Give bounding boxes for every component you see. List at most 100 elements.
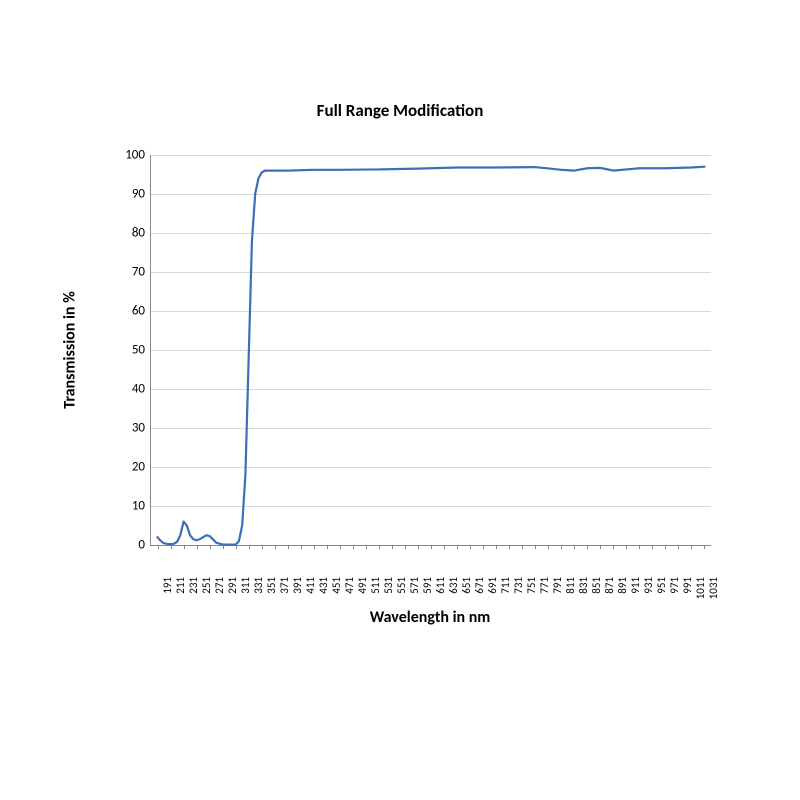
xtick-mark: [158, 545, 159, 549]
xtick-label: 511: [369, 577, 382, 594]
xtick-mark: [522, 545, 523, 549]
xtick-mark: [665, 545, 666, 549]
xtick-mark: [691, 545, 692, 549]
xtick-label: 551: [395, 577, 408, 594]
xtick-mark: [587, 545, 588, 549]
ytick-label: 80: [105, 226, 145, 241]
xtick-label: 231: [187, 577, 200, 594]
xtick-label: 791: [551, 577, 564, 594]
ytick-label: 50: [105, 343, 145, 358]
xtick-label: 351: [265, 577, 278, 594]
xtick-mark: [249, 545, 250, 549]
ytick-label: 60: [105, 304, 145, 319]
xtick-mark: [327, 545, 328, 549]
ytick-label: 40: [105, 382, 145, 397]
ytick-label: 30: [105, 421, 145, 436]
xtick-label: 251: [200, 577, 213, 594]
xtick-label: 311: [239, 577, 252, 594]
xtick-mark: [639, 545, 640, 549]
xtick-label: 531: [382, 577, 395, 594]
ytick-label: 90: [105, 187, 145, 202]
xtick-mark: [392, 545, 393, 549]
xtick-mark: [405, 545, 406, 549]
xtick-mark: [509, 545, 510, 549]
xtick-label: 691: [486, 577, 499, 594]
chart-title: Full Range Modification: [0, 100, 800, 121]
xtick-label: 391: [291, 577, 304, 594]
xtick-label: 191: [161, 577, 174, 594]
xtick-mark: [301, 545, 302, 549]
xtick-label: 271: [213, 577, 226, 594]
xtick-mark: [626, 545, 627, 549]
xtick-mark: [600, 545, 601, 549]
xtick-label: 431: [317, 577, 330, 594]
xtick-mark: [366, 545, 367, 549]
xtick-mark: [171, 545, 172, 549]
xtick-label: 471: [343, 577, 356, 594]
xtick-mark: [470, 545, 471, 549]
xtick-mark: [444, 545, 445, 549]
xtick-label: 371: [278, 577, 291, 594]
xtick-mark: [353, 545, 354, 549]
xtick-mark: [197, 545, 198, 549]
xtick-mark: [275, 545, 276, 549]
xtick-label: 751: [525, 577, 538, 594]
xtick-mark: [340, 545, 341, 549]
ytick-label: 100: [105, 148, 145, 163]
xtick-mark: [678, 545, 679, 549]
xtick-mark: [431, 545, 432, 549]
xtick-mark: [262, 545, 263, 549]
xtick-mark: [288, 545, 289, 549]
xtick-label: 771: [538, 577, 551, 594]
xtick-label: 851: [590, 577, 603, 594]
xtick-label: 331: [252, 577, 265, 594]
ytick-label: 0: [105, 538, 145, 553]
xtick-mark: [548, 545, 549, 549]
xtick-label: 571: [408, 577, 421, 594]
y-axis-label: Transmission in %: [61, 291, 80, 409]
xtick-label: 451: [330, 577, 343, 594]
xtick-label: 831: [577, 577, 590, 594]
plot-area: [150, 155, 711, 546]
xtick-label: 491: [356, 577, 369, 594]
x-axis-label: Wavelength in nm: [150, 608, 710, 627]
xtick-label: 911: [629, 577, 642, 594]
xtick-label: 811: [564, 577, 577, 594]
ytick-label: 20: [105, 460, 145, 475]
xtick-label: 611: [434, 577, 447, 594]
xtick-label: 651: [460, 577, 473, 594]
xtick-mark: [418, 545, 419, 549]
xtick-label: 931: [642, 577, 655, 594]
xtick-mark: [496, 545, 497, 549]
xtick-label: 211: [174, 577, 187, 594]
xtick-label: 731: [512, 577, 525, 594]
xtick-label: 1031: [707, 577, 720, 599]
xtick-label: 711: [499, 577, 512, 594]
xtick-label: 871: [603, 577, 616, 594]
xtick-mark: [210, 545, 211, 549]
xtick-mark: [574, 545, 575, 549]
xtick-mark: [379, 545, 380, 549]
ytick-label: 10: [105, 499, 145, 514]
xtick-mark: [613, 545, 614, 549]
xtick-mark: [457, 545, 458, 549]
xtick-mark: [652, 545, 653, 549]
xtick-label: 671: [473, 577, 486, 594]
chart-container: Full Range Modification Transmission in …: [0, 0, 800, 800]
xtick-mark: [483, 545, 484, 549]
xtick-mark: [561, 545, 562, 549]
xtick-label: 971: [668, 577, 681, 594]
xtick-label: 891: [616, 577, 629, 594]
xtick-label: 951: [655, 577, 668, 594]
xtick-mark: [704, 545, 705, 549]
xtick-label: 1011: [694, 577, 707, 599]
xtick-mark: [535, 545, 536, 549]
xtick-label: 291: [226, 577, 239, 594]
xtick-mark: [184, 545, 185, 549]
xtick-label: 591: [421, 577, 434, 594]
xtick-label: 631: [447, 577, 460, 594]
ytick-label: 70: [105, 265, 145, 280]
xtick-mark: [314, 545, 315, 549]
xtick-label: 411: [304, 577, 317, 594]
data-line: [151, 155, 711, 545]
